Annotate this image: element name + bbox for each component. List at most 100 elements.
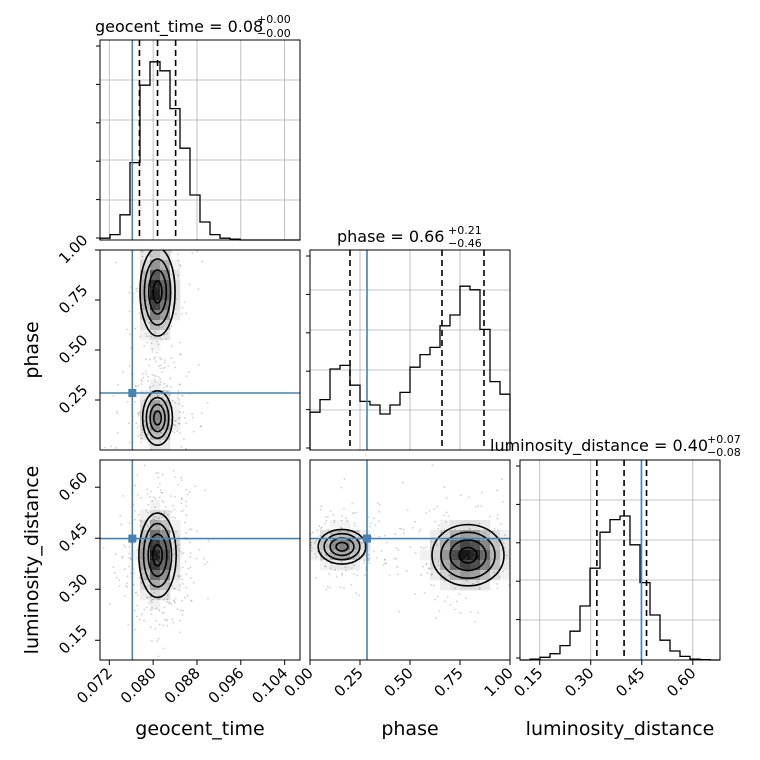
contour-level: [317, 528, 367, 565]
sample-point: [137, 384, 140, 387]
sample-point: [178, 383, 181, 386]
density-cell: [150, 310, 161, 321]
sample-point: [161, 612, 164, 614]
sample-point: [502, 542, 505, 545]
sample-point: [174, 424, 177, 427]
sample-point: [141, 564, 143, 566]
sample-point: [161, 301, 164, 304]
sample-point: [181, 614, 184, 616]
sample-point: [147, 422, 150, 425]
sample-point: [155, 561, 158, 563]
title-phase-sup: +0.21: [448, 224, 482, 237]
sample-point: [188, 242, 190, 244]
sample-point: [183, 301, 186, 304]
sample-point: [191, 413, 193, 416]
sample-point: [162, 389, 165, 392]
sample-point: [134, 484, 137, 487]
density-cell: [350, 560, 361, 571]
sample-point: [156, 306, 159, 309]
sample-point: [156, 451, 158, 453]
sample-point: [474, 562, 477, 565]
sample-point: [139, 519, 142, 522]
sample-point: [149, 322, 152, 324]
sample-point: [315, 539, 318, 542]
sample-point: [161, 499, 164, 502]
sample-point: [166, 384, 168, 387]
sample-point: [472, 557, 475, 559]
sample-point: [185, 514, 188, 516]
sample-point: [413, 520, 416, 523]
density-cell: [160, 550, 171, 561]
sample-point: [329, 567, 332, 570]
sample-point: [157, 579, 160, 581]
sample-point: [375, 557, 378, 559]
sample-point: [177, 549, 180, 552]
sample-point: [512, 521, 514, 523]
sample-point: [149, 596, 151, 598]
sample-point: [480, 505, 483, 507]
sample-point: [170, 603, 173, 605]
sample-point: [438, 610, 441, 613]
sample-point: [154, 330, 156, 333]
contour-level: [149, 403, 166, 433]
sample-point: [403, 528, 405, 531]
sample-point: [140, 250, 143, 253]
sample-point: [172, 587, 175, 590]
sample-point: [141, 255, 144, 258]
sample-point: [193, 430, 195, 433]
sample-point: [447, 541, 449, 544]
sample-point: [161, 491, 164, 494]
sample-point: [169, 530, 172, 533]
sample-point: [160, 492, 163, 494]
sample-point: [177, 417, 180, 420]
sample-point: [155, 418, 157, 421]
sample-point: [472, 530, 475, 532]
sample-point: [308, 528, 310, 530]
density-cell: [160, 510, 171, 521]
sample-point: [161, 473, 164, 476]
sample-point: [155, 243, 157, 245]
sample-point: [340, 561, 343, 563]
density-cell: [440, 560, 451, 571]
sample-point: [157, 472, 160, 475]
sample-point: [135, 385, 138, 388]
sample-point: [151, 607, 153, 609]
sample-point: [489, 559, 492, 562]
sample-point: [478, 522, 481, 525]
sample-point: [462, 567, 465, 570]
sample-point: [198, 548, 201, 551]
sample-point: [343, 507, 345, 510]
x-tick-label: 0.60: [663, 664, 699, 700]
sample-point: [146, 492, 149, 495]
sample-point: [166, 619, 168, 622]
sample-point: [146, 341, 149, 344]
density-cell: [460, 560, 471, 571]
sample-point: [452, 551, 455, 554]
sample-point: [329, 532, 332, 535]
sample-point: [117, 383, 119, 386]
sample-point: [400, 528, 403, 530]
sample-point: [172, 504, 174, 507]
sample-point: [145, 373, 148, 375]
sample-point: [344, 517, 347, 519]
sample-point: [114, 663, 116, 665]
sample-point: [384, 562, 387, 565]
sample-point: [166, 536, 168, 538]
sample-point: [160, 338, 163, 341]
sample-point: [141, 372, 144, 375]
sample-point: [136, 493, 139, 496]
sample-point: [325, 519, 328, 522]
density-cell: [150, 340, 161, 351]
density-cell: [340, 530, 351, 541]
sample-point: [423, 547, 425, 550]
sample-point: [140, 582, 143, 584]
sample-point: [154, 315, 157, 317]
sample-point: [148, 410, 151, 413]
sample-point: [341, 515, 343, 517]
sample-point: [179, 353, 182, 356]
sample-point: [169, 531, 171, 534]
sample-point: [157, 343, 160, 346]
sample-point: [151, 560, 154, 563]
sample-point: [301, 538, 303, 540]
xlabel-phase: phase: [381, 718, 438, 740]
